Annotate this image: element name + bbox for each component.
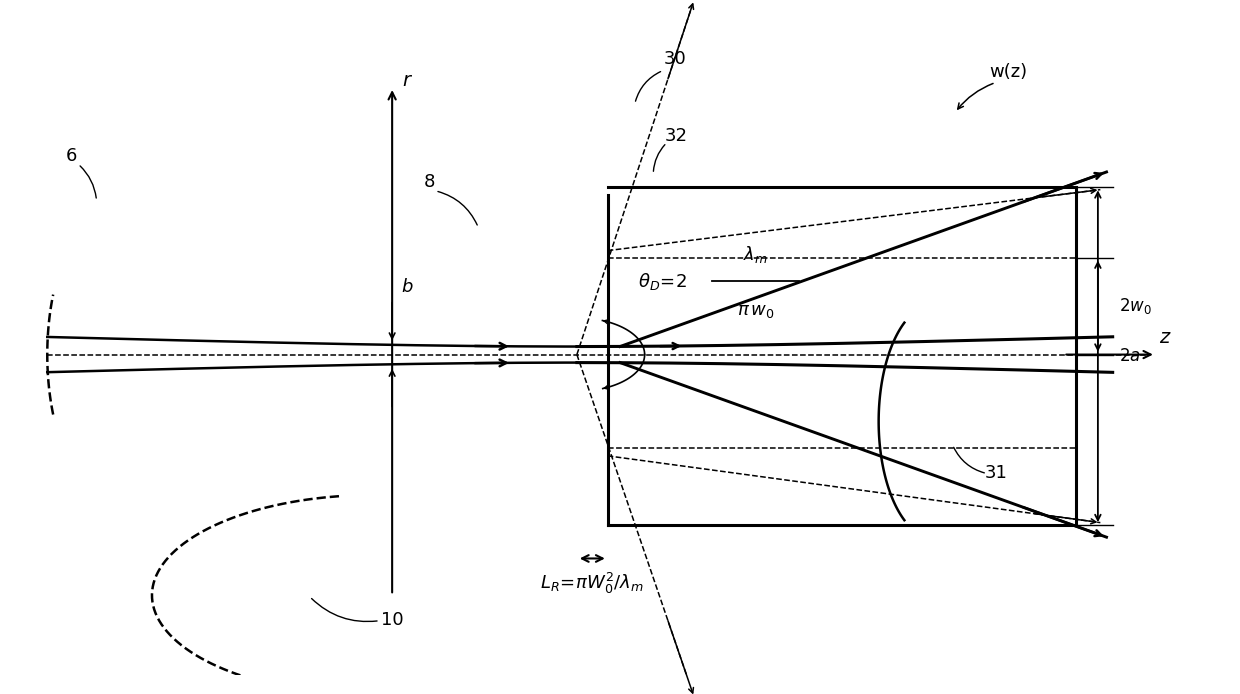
Text: $\theta_D\!=\!2$: $\theta_D\!=\!2$ (639, 271, 688, 291)
Text: 8: 8 (423, 174, 435, 192)
Text: $\lambda_m$: $\lambda_m$ (743, 244, 768, 265)
Text: z: z (1159, 328, 1169, 348)
Text: 6: 6 (66, 146, 78, 164)
Text: $2a$: $2a$ (1118, 347, 1141, 365)
Text: 30: 30 (665, 50, 687, 68)
Text: 31: 31 (985, 464, 1007, 482)
Text: 10: 10 (381, 611, 403, 629)
Text: $2w_0$: $2w_0$ (1118, 296, 1152, 316)
Text: b: b (402, 278, 413, 296)
Text: w(z): w(z) (990, 63, 1027, 81)
Text: 32: 32 (665, 126, 687, 144)
Text: $L_R\!=\!\pi W_0^2/\lambda_m$: $L_R\!=\!\pi W_0^2/\lambda_m$ (541, 570, 645, 595)
Text: r: r (402, 71, 410, 90)
Text: $\pi\, w_0$: $\pi\, w_0$ (737, 302, 774, 320)
